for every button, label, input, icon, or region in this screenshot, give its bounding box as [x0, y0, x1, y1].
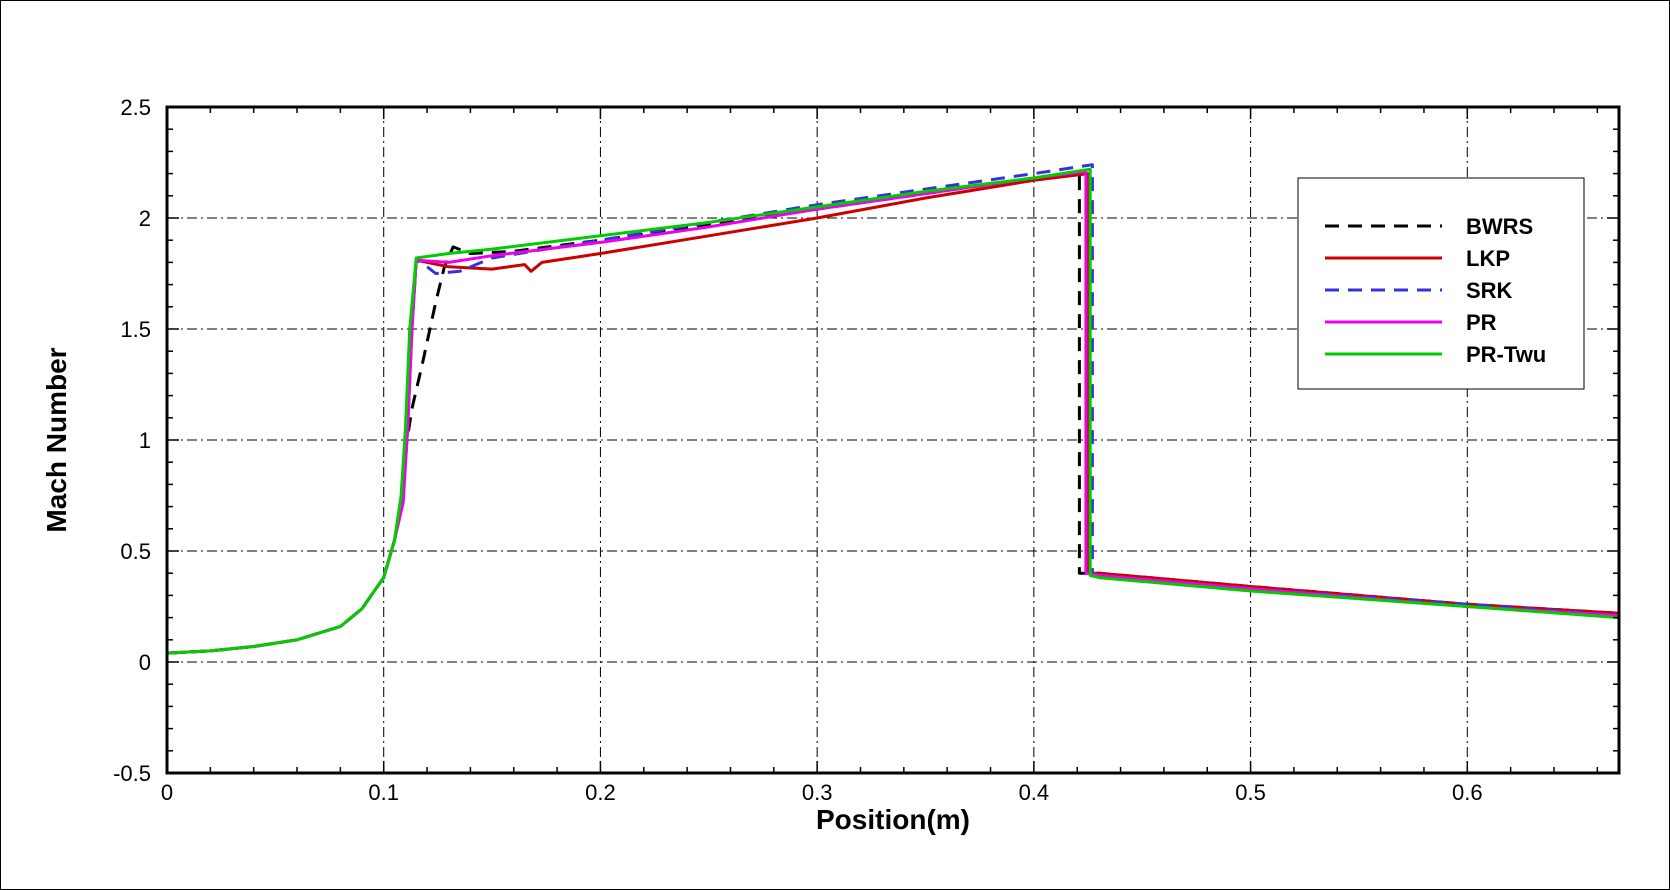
x-tick-labels: 0 0.1 0.2 0.3 0.4 0.5 0.6 [161, 780, 1483, 805]
x-tick-label: 0.6 [1452, 780, 1483, 805]
y-tick-label: 2.5 [120, 95, 151, 120]
y-tick-label: 1 [139, 428, 151, 453]
x-tick-label: 0.3 [802, 780, 833, 805]
x-tick-label: 0.2 [585, 780, 616, 805]
y-tick-label: 1.5 [120, 317, 151, 342]
x-tick-label: 0.4 [1019, 780, 1050, 805]
y-tick-label: 0 [139, 650, 151, 675]
legend-label: BWRS [1466, 214, 1533, 239]
legend-label: PR [1466, 310, 1497, 335]
y-tick-label: 2 [139, 206, 151, 231]
legend-label: LKP [1466, 246, 1510, 271]
y-tick-label: 0.5 [120, 539, 151, 564]
axis-ticks [166, 106, 1619, 774]
legend-label: PR-Twu [1466, 342, 1546, 367]
x-axis-title: Position(m) [816, 804, 970, 835]
legend-entries: BWRS LKP SRK PR PR-Twu [1325, 214, 1546, 367]
series-lines [167, 163, 1619, 655]
legend: BWRS LKP SRK PR PR-Twu [1297, 177, 1585, 390]
legend-label: SRK [1466, 278, 1513, 303]
y-tick-label: -0.5 [113, 761, 151, 786]
x-tick-label: 0.1 [368, 780, 399, 805]
y-axis-title: Mach Number [41, 347, 72, 532]
x-tick-label: 0 [161, 780, 173, 805]
y-tick-labels: -0.5 0 0.5 1 1.5 2 2.5 [113, 95, 151, 786]
series-line-pr-twu [167, 167, 1619, 655]
x-tick-label: 0.5 [1235, 780, 1266, 805]
